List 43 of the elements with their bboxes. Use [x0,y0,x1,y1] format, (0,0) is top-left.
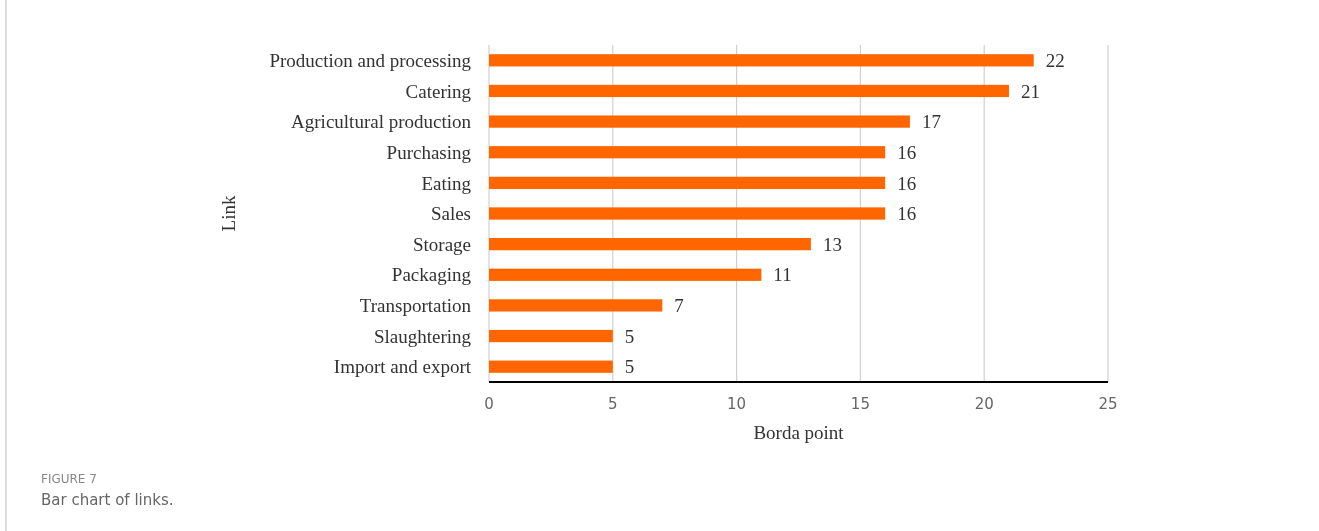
y-tick-label: Purchasing [386,141,472,163]
bar [489,115,910,128]
x-tick-label: 25 [1098,395,1118,413]
bar [489,146,886,159]
data-label: 5 [624,325,635,347]
y-tick-label: Catering [405,80,472,102]
y-axis-title: Link [218,195,239,232]
text: Bar chart of links. [41,491,174,509]
y-tick-label: Slaughtering [373,325,472,347]
bar [489,329,613,343]
bar [489,238,811,251]
x-tick-label: 15 [850,395,870,413]
bar [489,360,613,373]
data-label: 21 [1020,80,1040,102]
data-label: 5 [624,356,635,378]
caption: FIGURE 7 [41,472,97,486]
bar [489,54,1034,67]
data-label: 16 [897,172,917,194]
y-tick-label: Eating [421,172,472,194]
y-tick-label: Production and processing [269,49,472,71]
y-tick-label: Transportation [359,295,472,317]
x-tick-label: 0 [484,395,494,413]
data-label: 11 [773,264,792,286]
y-tick-label: Import and export [333,356,472,378]
data-label: 7 [674,295,684,317]
bar [489,268,762,281]
y-tick-label: Storage [412,233,471,255]
bar [489,299,663,312]
y-tick-label: Packaging [391,264,472,286]
bar [489,84,1009,98]
x-tick-label: 10 [727,395,747,413]
bar [489,207,886,220]
data-label: 22 [1045,49,1065,71]
y-tick-label: Agricultural production [291,111,472,133]
data-label: 16 [897,141,917,163]
data-label: 17 [921,111,941,133]
y-tick-label: Sales [430,203,471,225]
x-tick-label: 20 [974,395,994,413]
bar [489,176,886,189]
x-tick-label: 5 [608,395,618,413]
data-label: 16 [897,203,917,225]
data-label: 13 [822,233,842,255]
x-axis-title: Borda point [753,422,845,443]
